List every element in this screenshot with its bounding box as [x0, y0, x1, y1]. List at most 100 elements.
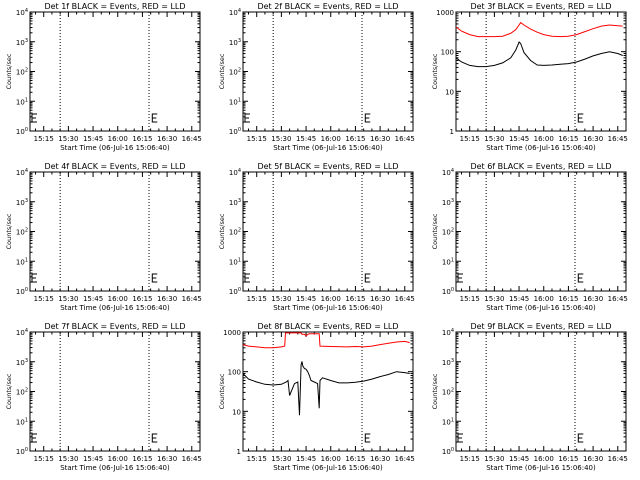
x-tick-label: 16:30 — [370, 135, 390, 143]
x-tick-label: 16:15 — [132, 295, 152, 303]
y-tick-label: 100 — [441, 49, 454, 57]
events-series-line — [455, 41, 623, 68]
x-tick-label: 16:30 — [157, 295, 177, 303]
x-tick-label: 15:15 — [247, 455, 267, 463]
y-axis-label: Counts/sec — [431, 53, 439, 89]
y-tick-label: 103 — [16, 358, 28, 367]
e-marker — [364, 433, 371, 443]
x-tick-label: 16:30 — [157, 135, 177, 143]
y-tick-label: 103 — [442, 358, 454, 367]
plot-frame — [29, 171, 201, 292]
x-tick-label: 16:45 — [182, 295, 202, 303]
y-axis-label: Counts/sec — [218, 53, 226, 89]
x-tick-label: 16:15 — [345, 135, 365, 143]
y-tick-label: 103 — [229, 198, 241, 207]
x-tick-label: 16:15 — [558, 135, 578, 143]
chart-title: Det 2f BLACK = Events, RED = LLD — [257, 2, 398, 11]
e-marker — [151, 273, 158, 283]
x-tick-label: 15:30 — [484, 135, 504, 143]
plot-frame — [29, 331, 201, 452]
chart-title: Det 8f BLACK = Events, RED = LLD — [257, 322, 398, 331]
plot-frame — [242, 171, 414, 292]
x-tick-label: 15:45 — [296, 455, 316, 463]
lld-series-line — [242, 332, 410, 349]
y-tick-label: 101 — [16, 417, 28, 426]
y-axis-label: Counts/sec — [218, 213, 226, 249]
x-tick-label: 15:30 — [58, 135, 78, 143]
e-marker — [364, 113, 371, 123]
e-marker — [577, 113, 584, 123]
x-axis-label: Start Time (06-Jul-16 15:06:40) — [60, 144, 170, 152]
y-tick-label: 10 — [232, 408, 241, 416]
y-tick-label: 1000 — [223, 329, 241, 337]
x-tick-label: 16:00 — [108, 455, 128, 463]
chart-title: Det 6f BLACK = Events, RED = LLD — [470, 162, 611, 171]
y-axis-label: Counts/sec — [5, 53, 13, 89]
x-tick-label: 16:15 — [345, 295, 365, 303]
plot-frame — [242, 11, 414, 132]
y-tick-label: 100 — [229, 287, 241, 296]
y-tick-label: 104 — [16, 8, 28, 17]
x-tick-label: 15:45 — [296, 295, 316, 303]
lld-series-line — [455, 21, 623, 38]
x-tick-label: 16:30 — [157, 455, 177, 463]
x-tick-label: 15:15 — [460, 295, 480, 303]
detector-chart-8: Det 8f BLACK = Events, RED = LLD Counts/s… — [218, 322, 415, 472]
x-tick-label: 15:45 — [296, 135, 316, 143]
x-tick-label: 16:15 — [132, 135, 152, 143]
y-tick-label: 102 — [16, 228, 28, 237]
x-tick-label: 16:00 — [534, 135, 554, 143]
y-tick-label: 100 — [442, 447, 454, 456]
x-axis-label: Start Time (06-Jul-16 15:06:40) — [60, 464, 170, 472]
x-tick-label: 16:30 — [370, 295, 390, 303]
x-tick-label: 15:30 — [58, 455, 78, 463]
y-tick-label: 104 — [229, 168, 241, 177]
x-axis-label: Start Time (06-Jul-16 15:06:40) — [273, 144, 383, 152]
detector-chart-1: Det 1f BLACK = Events, RED = LLD Counts/s… — [5, 2, 202, 152]
x-tick-label: 15:15 — [34, 135, 54, 143]
y-tick-label: 102 — [229, 228, 241, 237]
y-tick-label: 100 — [16, 127, 28, 136]
y-tick-label: 102 — [229, 68, 241, 77]
plot-frame — [29, 11, 201, 132]
e-marker — [457, 433, 463, 443]
e-marker — [364, 273, 371, 283]
x-tick-label: 16:00 — [321, 455, 341, 463]
y-tick-label: 102 — [442, 228, 454, 237]
y-tick-label: 1 — [237, 448, 241, 456]
e-marker — [577, 433, 584, 443]
plot-frame — [455, 331, 627, 452]
x-tick-label: 16:30 — [370, 455, 390, 463]
y-tick-label: 103 — [229, 38, 241, 47]
detector-chart-3: Det 3f BLACK = Events, RED = LLD Counts/s… — [431, 2, 628, 152]
y-tick-label: 1000 — [436, 9, 454, 17]
x-tick-label: 16:00 — [321, 295, 341, 303]
x-tick-label: 16:45 — [395, 295, 415, 303]
x-tick-label: 15:30 — [271, 135, 291, 143]
x-tick-label: 15:45 — [509, 295, 529, 303]
y-tick-label: 103 — [442, 198, 454, 207]
x-axis-label: Start Time (06-Jul-16 15:06:40) — [273, 464, 383, 472]
chart-title: Det 5f BLACK = Events, RED = LLD — [257, 162, 398, 171]
e-marker — [577, 273, 584, 283]
y-tick-label: 100 — [442, 287, 454, 296]
detector-chart-6: Det 6f BLACK = Events, RED = LLD Counts/s… — [431, 162, 628, 312]
x-tick-label: 15:45 — [83, 455, 103, 463]
x-tick-label: 15:45 — [509, 455, 529, 463]
y-tick-label: 104 — [442, 168, 454, 177]
y-tick-label: 100 — [229, 127, 241, 136]
x-tick-label: 16:00 — [108, 295, 128, 303]
y-tick-label: 104 — [229, 8, 241, 17]
y-tick-label: 100 — [16, 287, 28, 296]
y-tick-label: 103 — [16, 198, 28, 207]
x-tick-label: 15:15 — [460, 455, 480, 463]
y-tick-label: 100 — [228, 369, 241, 377]
x-tick-label: 15:30 — [271, 295, 291, 303]
x-tick-label: 15:30 — [484, 295, 504, 303]
x-axis-label: Start Time (06-Jul-16 15:06:40) — [486, 144, 596, 152]
x-tick-label: 16:45 — [608, 295, 628, 303]
e-marker — [151, 113, 158, 123]
x-tick-label: 15:15 — [247, 295, 267, 303]
x-tick-label: 16:00 — [534, 295, 554, 303]
